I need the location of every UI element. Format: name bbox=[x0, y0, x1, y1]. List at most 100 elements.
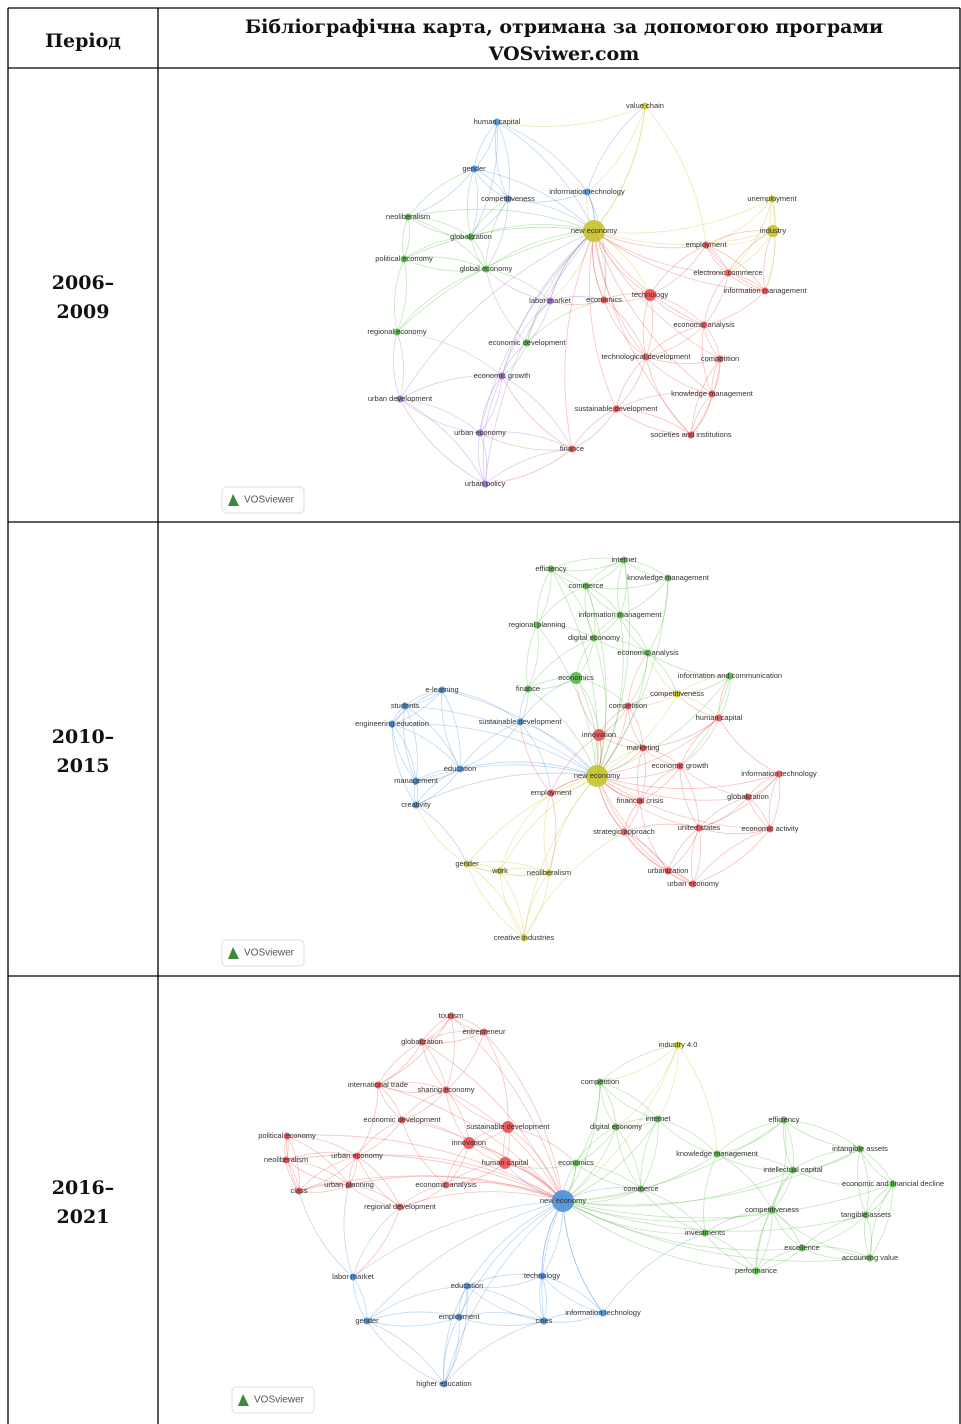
edge bbox=[541, 1200, 564, 1277]
node-label: neoliberalism bbox=[264, 1155, 308, 1164]
edge bbox=[401, 1119, 447, 1186]
node bbox=[516, 718, 524, 726]
node-label: management bbox=[394, 776, 439, 785]
node-label: economics bbox=[586, 295, 622, 304]
edge bbox=[698, 827, 771, 835]
node bbox=[545, 869, 553, 877]
edge bbox=[352, 1206, 401, 1278]
edge bbox=[519, 721, 552, 794]
edge bbox=[857, 1148, 867, 1216]
edge bbox=[704, 1232, 757, 1272]
edge bbox=[343, 1184, 354, 1278]
edge bbox=[298, 1183, 350, 1192]
edge bbox=[415, 768, 461, 806]
edge bbox=[523, 775, 598, 939]
edge bbox=[445, 1031, 485, 1091]
edge bbox=[541, 1275, 604, 1314]
node-label: intangible assets bbox=[832, 1144, 888, 1153]
edge bbox=[865, 1214, 872, 1259]
edge bbox=[377, 1084, 564, 1202]
edge bbox=[562, 1183, 894, 1219]
edge bbox=[366, 1320, 445, 1385]
node-label: knowledge management bbox=[671, 389, 754, 398]
edge bbox=[562, 1148, 861, 1206]
node bbox=[687, 431, 695, 439]
edge bbox=[704, 1232, 757, 1272]
edge bbox=[716, 1153, 794, 1171]
edge bbox=[539, 1275, 545, 1322]
node-label: commerce bbox=[568, 581, 603, 590]
node-label: education bbox=[451, 1281, 484, 1290]
period: 2015 bbox=[57, 755, 110, 777]
node bbox=[400, 255, 408, 263]
edge bbox=[407, 216, 472, 238]
edge bbox=[401, 1089, 447, 1121]
edge bbox=[473, 168, 509, 200]
edge bbox=[657, 1044, 679, 1120]
edge bbox=[441, 689, 598, 777]
edge bbox=[636, 747, 644, 802]
node bbox=[600, 296, 608, 304]
node bbox=[798, 1244, 806, 1252]
edge bbox=[501, 342, 528, 377]
edge bbox=[716, 1119, 785, 1155]
edge bbox=[404, 705, 461, 770]
edge bbox=[479, 431, 573, 450]
node-label: e-learning bbox=[425, 685, 458, 694]
node-label: finance bbox=[560, 444, 584, 453]
edge bbox=[562, 1119, 785, 1202]
edge bbox=[548, 792, 557, 874]
node bbox=[498, 372, 506, 380]
node bbox=[664, 867, 672, 875]
edge bbox=[396, 268, 487, 333]
node bbox=[456, 765, 464, 773]
node-label: urban economy bbox=[331, 1151, 383, 1160]
edge bbox=[536, 568, 552, 626]
edge bbox=[593, 637, 649, 654]
edge bbox=[543, 1311, 604, 1322]
node bbox=[482, 265, 490, 273]
edge bbox=[403, 258, 487, 272]
edge bbox=[496, 121, 588, 193]
node-label: innovation bbox=[452, 1138, 486, 1147]
edge bbox=[496, 105, 646, 127]
edge bbox=[543, 792, 552, 874]
node bbox=[547, 565, 555, 573]
node bbox=[620, 828, 628, 836]
edge bbox=[527, 637, 595, 690]
edge bbox=[585, 585, 596, 639]
edge bbox=[690, 393, 713, 436]
edge bbox=[286, 1135, 358, 1157]
edge bbox=[623, 559, 669, 579]
edge bbox=[466, 861, 550, 874]
node-label: information management bbox=[579, 610, 663, 619]
node-label: tangible assets bbox=[841, 1210, 891, 1219]
edge bbox=[550, 559, 625, 572]
edge bbox=[596, 577, 669, 777]
edge bbox=[504, 1162, 577, 1169]
edge bbox=[485, 268, 528, 344]
edge bbox=[348, 1175, 564, 1202]
node bbox=[726, 672, 734, 680]
header-period: Період bbox=[45, 30, 121, 52]
edge bbox=[479, 432, 573, 451]
edge bbox=[450, 1015, 564, 1202]
edge bbox=[718, 675, 731, 719]
edge bbox=[548, 775, 598, 874]
node-label: labor market bbox=[529, 296, 572, 305]
edge bbox=[479, 230, 595, 434]
edge bbox=[585, 585, 621, 616]
edge bbox=[366, 1320, 445, 1385]
node bbox=[642, 353, 650, 361]
logo-icon bbox=[238, 1394, 249, 1406]
edge bbox=[599, 1081, 659, 1120]
edge bbox=[483, 1031, 564, 1202]
edge bbox=[356, 1155, 401, 1208]
edge bbox=[403, 226, 595, 260]
node-label: competitiveness bbox=[481, 194, 535, 203]
edge bbox=[466, 775, 598, 865]
edge bbox=[415, 768, 461, 806]
edge bbox=[466, 863, 525, 939]
edge bbox=[575, 1126, 617, 1164]
node-label: globalization bbox=[727, 792, 769, 801]
